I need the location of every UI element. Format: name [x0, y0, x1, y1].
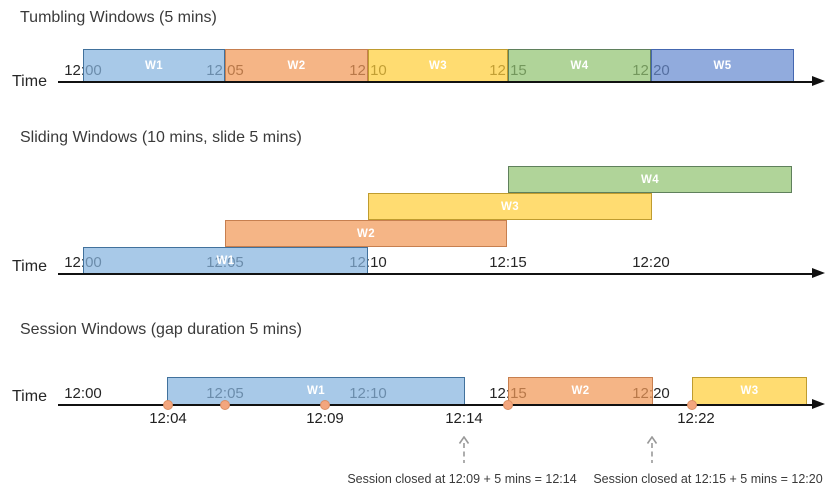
window-label: W4	[640, 173, 660, 186]
window-box-w5: W5	[651, 49, 794, 82]
window-label: W3	[740, 385, 759, 397]
window-label: W1	[306, 385, 326, 397]
tick-label: 12:20	[632, 254, 670, 271]
window-label: W2	[356, 227, 376, 240]
window-box-w3: W3	[368, 49, 508, 82]
event-time-label: 12:14	[445, 410, 483, 427]
callout-text: Session closed at 12:15 + 5 mins = 12:20	[593, 472, 823, 486]
event-dot	[687, 400, 697, 410]
window-box-w3: W3	[368, 193, 652, 220]
event-dot	[220, 400, 230, 410]
window-box-w4: W4	[508, 49, 651, 82]
window-label: W3	[500, 200, 520, 213]
section-title: Session Windows (gap duration 5 mins)	[20, 321, 302, 338]
event-time-label: 12:09	[306, 410, 344, 427]
time-axis-line	[58, 404, 814, 406]
window-label: W4	[570, 59, 589, 72]
section-title: Tumbling Windows (5 mins)	[20, 9, 217, 26]
time-axis-label: Time	[12, 388, 47, 405]
window-box-w1: W1	[83, 247, 368, 274]
callout-arrow-up-icon	[645, 435, 659, 464]
event-time-label: 12:04	[149, 410, 187, 427]
window-box-w3: W3	[692, 377, 807, 405]
event-dot	[503, 400, 513, 410]
event-time-label: 12:22	[677, 410, 715, 427]
window-box-w2: W2	[225, 49, 368, 82]
section-title: Sliding Windows (10 mins, slide 5 mins)	[20, 129, 302, 146]
tick-label: 12:15	[489, 254, 527, 271]
callout-arrow-up-icon	[457, 435, 471, 464]
window-label: W3	[428, 59, 448, 72]
window-box-w1: W1	[83, 49, 225, 82]
window-label: W5	[713, 59, 732, 72]
window-box-w1: W1	[167, 377, 465, 405]
axis-arrowhead-icon	[812, 267, 825, 278]
window-label: W2	[287, 59, 306, 72]
time-axis-line	[58, 81, 814, 83]
axis-arrowhead-icon	[812, 75, 825, 86]
time-axis-line	[58, 273, 814, 275]
window-label: W1	[216, 254, 235, 267]
time-axis-label: Time	[12, 73, 47, 90]
window-box-w2: W2	[225, 220, 507, 247]
tick-label: 12:00	[64, 385, 102, 402]
window-box-w2: W2	[508, 377, 653, 405]
window-label: W1	[144, 59, 164, 72]
time-axis-label: Time	[12, 258, 47, 275]
axis-arrowhead-icon	[812, 398, 825, 409]
event-dot	[163, 400, 173, 410]
window-box-w4: W4	[508, 166, 792, 193]
window-label: W2	[571, 385, 590, 397]
event-dot	[320, 400, 330, 410]
callout-text: Session closed at 12:09 + 5 mins = 12:14	[347, 472, 577, 486]
